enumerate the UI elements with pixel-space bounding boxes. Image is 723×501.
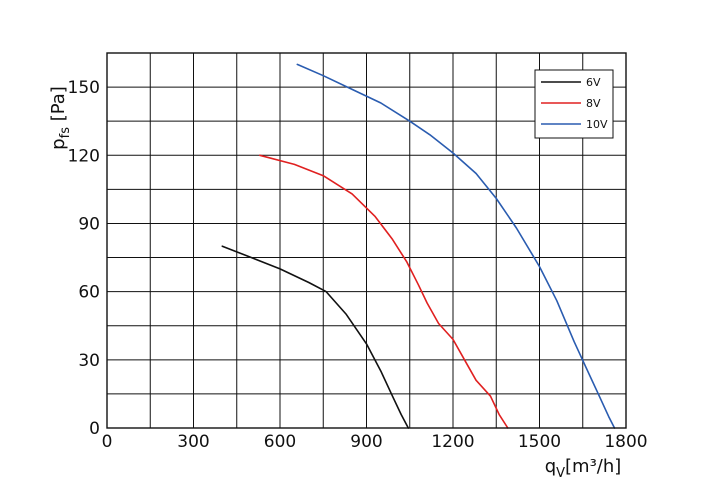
x-tick-label: 1200	[431, 432, 474, 452]
y-tick-label: 60	[78, 283, 100, 303]
x-tick-label: 1800	[604, 432, 647, 452]
y-axis-label: pfs [Pa]	[48, 86, 73, 150]
y-tick-label: 120	[68, 146, 100, 166]
series-line-6V	[221, 245, 410, 429]
y-tick-label: 0	[89, 419, 100, 439]
legend-label-10V: 10V	[586, 118, 608, 131]
x-tick-label: 300	[177, 432, 209, 452]
legend: 6V 8V 10V	[534, 69, 614, 139]
legend-label-6V: 6V	[586, 76, 601, 89]
y-tick-label: 90	[78, 214, 100, 234]
series-line-8V	[259, 154, 509, 429]
x-tick-label: 900	[350, 432, 382, 452]
x-axis-label: qV[m³/h]	[545, 456, 622, 481]
x-tick-label: 0	[102, 432, 113, 452]
series-layer	[221, 63, 616, 429]
series-line-10V	[296, 63, 616, 429]
tick-labels: 0 300 600 900 1200 1500 1800 0 30 60 90 120 150	[68, 78, 648, 452]
x-tick-label: 600	[264, 432, 296, 452]
legend-label-8V: 8V	[586, 97, 601, 110]
x-tick-label: 1500	[518, 432, 561, 452]
y-tick-label: 150	[68, 78, 100, 98]
plot-frame	[106, 52, 627, 429]
y-tick-label: 30	[78, 351, 100, 371]
